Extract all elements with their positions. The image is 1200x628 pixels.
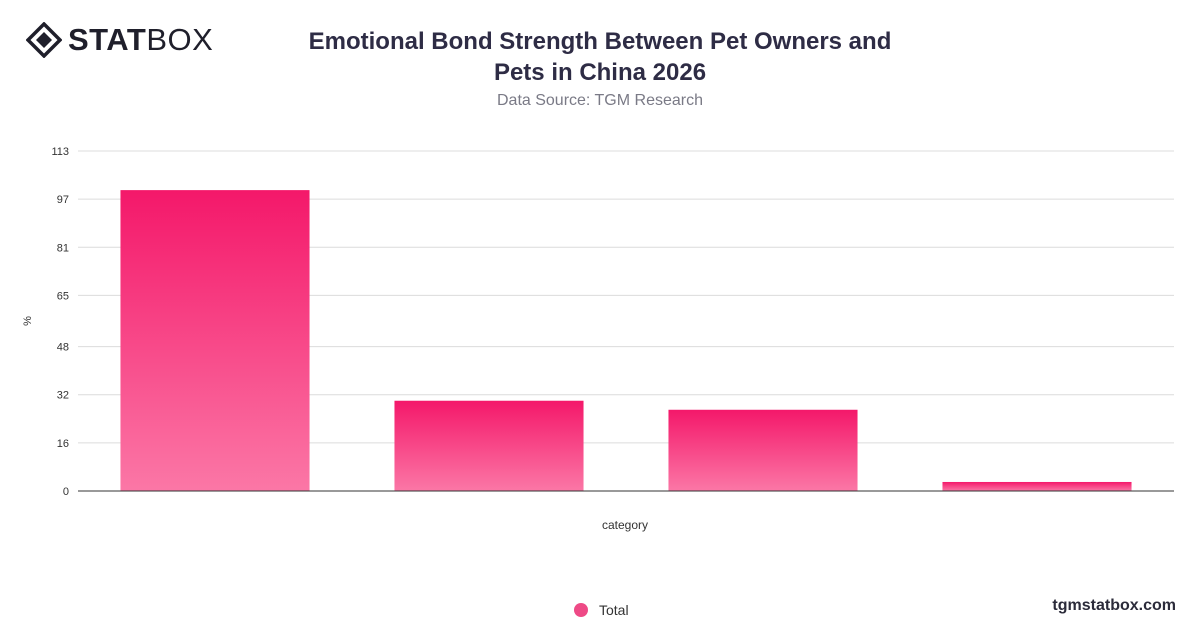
y-tick-label: 0 bbox=[63, 486, 69, 498]
axes: 0 16 32 48 65 81 97 113% category bbox=[22, 146, 1174, 532]
y-tick-label: 65 bbox=[57, 290, 69, 302]
y-tick-label: 32 bbox=[57, 390, 69, 402]
chart-title-line-2: Pets in China 2026 bbox=[493, 59, 707, 86]
website-link[interactable]: tgmstatbox.com bbox=[1052, 597, 1176, 614]
logo-light-text: BOX bbox=[146, 22, 214, 57]
y-tick-label: 48 bbox=[57, 342, 69, 354]
statbox-logo: STATBOX bbox=[26, 22, 213, 58]
y-tick-label: 16 bbox=[57, 438, 69, 450]
legend-label: Total bbox=[599, 602, 629, 618]
y-axis-label: % bbox=[22, 316, 34, 326]
logo-bold-text: STAT bbox=[68, 22, 147, 57]
y-tick-label: 97 bbox=[57, 194, 69, 206]
bar[interactable] bbox=[942, 481, 1132, 491]
bars bbox=[120, 190, 1132, 491]
logo-diamond-icon bbox=[26, 22, 62, 58]
legend[interactable]: Total bbox=[574, 602, 629, 618]
chart-title: Emotional Bond Strength Between Pet Owne… bbox=[270, 26, 930, 88]
y-tick-label: 113 bbox=[51, 146, 69, 158]
bar[interactable] bbox=[394, 400, 584, 491]
x-axis-label: category bbox=[602, 518, 648, 532]
y-tick-label: 81 bbox=[57, 242, 69, 254]
chart-subtitle: Data Source: TGM Research bbox=[496, 92, 703, 109]
bar[interactable] bbox=[120, 190, 310, 491]
logo-wordmark: STATBOX bbox=[68, 23, 213, 57]
bar[interactable] bbox=[668, 409, 858, 491]
chart-title-line-1: Emotional Bond Strength Between Pet Owne… bbox=[308, 28, 892, 55]
legend-dot-icon bbox=[574, 603, 588, 617]
